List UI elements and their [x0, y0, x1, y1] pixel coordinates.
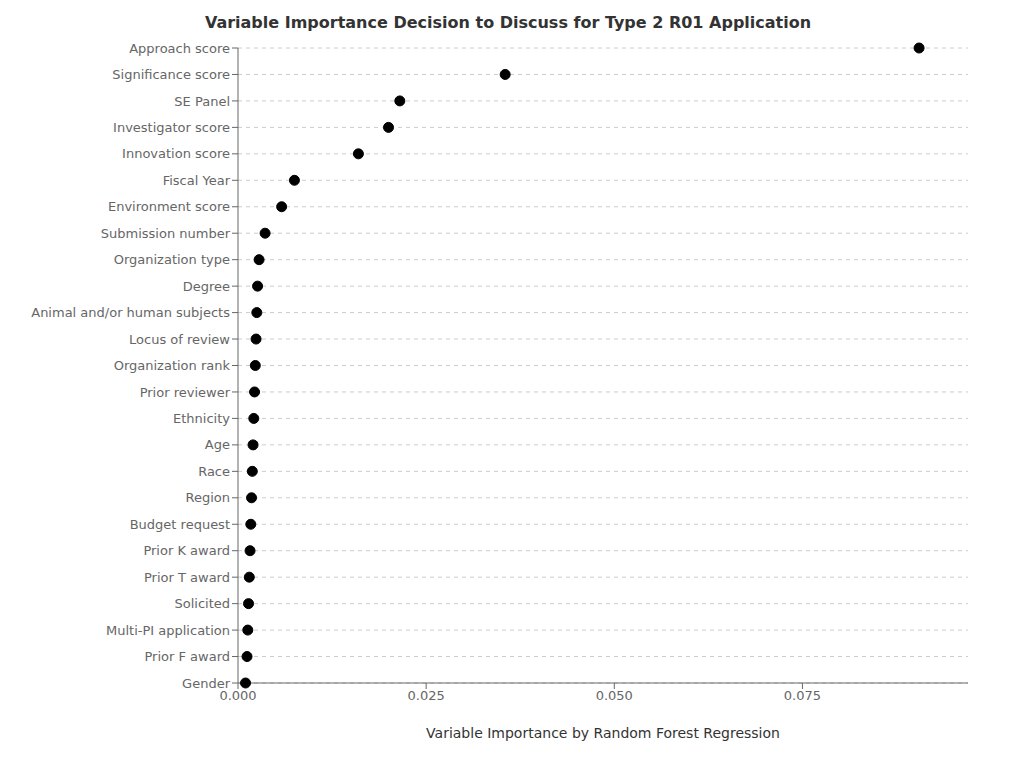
svg-text:Age: Age [205, 437, 230, 452]
svg-text:Organization rank: Organization rank [114, 358, 231, 373]
svg-text:Gender: Gender [182, 676, 231, 691]
svg-text:Prior K award: Prior K award [143, 543, 230, 558]
svg-text:Budget request: Budget request [130, 517, 230, 532]
svg-text:Solicited: Solicited [174, 596, 230, 611]
svg-text:Prior T award: Prior T award [144, 570, 230, 585]
svg-text:Fiscal Year: Fiscal Year [163, 173, 231, 188]
html-text:Variable Importance Decision t: Variable Importance Decision to Discuss … [204, 13, 812, 32]
svg-text:Variable Importance by Random: Variable Importance by Random Forest Reg… [426, 725, 780, 741]
svg-text:Multi-PI application: Multi-PI application [106, 623, 230, 638]
svg-text:Prior F award: Prior F award [144, 649, 230, 664]
svg-text:Locus of review: Locus of review [129, 332, 230, 347]
svg-text:0.025: 0.025 [408, 688, 445, 703]
svg-text:0.000: 0.000 [219, 688, 257, 704]
svg-text:Degree: Degree [183, 279, 230, 294]
svg-text:Innovation score: Innovation score [122, 146, 230, 161]
svg-text:Prior reviewer: Prior reviewer [140, 385, 231, 400]
svg-text:Environment score: Environment score [108, 199, 230, 214]
svg-text:Investigator score: Investigator score [113, 120, 230, 135]
svg-text:Animal and/or human subjects: Animal and/or human subjects [31, 305, 230, 320]
svg-text:Submission number: Submission number [101, 226, 231, 241]
svg-text:SE Panel: SE Panel [174, 94, 230, 109]
svg-text:Ethnicity: Ethnicity [173, 411, 230, 426]
svg-text:0.050: 0.050 [596, 688, 633, 703]
svg-text:Region: Region [185, 490, 230, 505]
svg-text:Approach score: Approach score [129, 41, 230, 56]
svg-text:0.075: 0.075 [784, 688, 821, 703]
svg-text:Significance score: Significance score [112, 67, 230, 82]
svg-text:Organization type: Organization type [114, 252, 230, 267]
svg-text:Race: Race [198, 464, 230, 479]
